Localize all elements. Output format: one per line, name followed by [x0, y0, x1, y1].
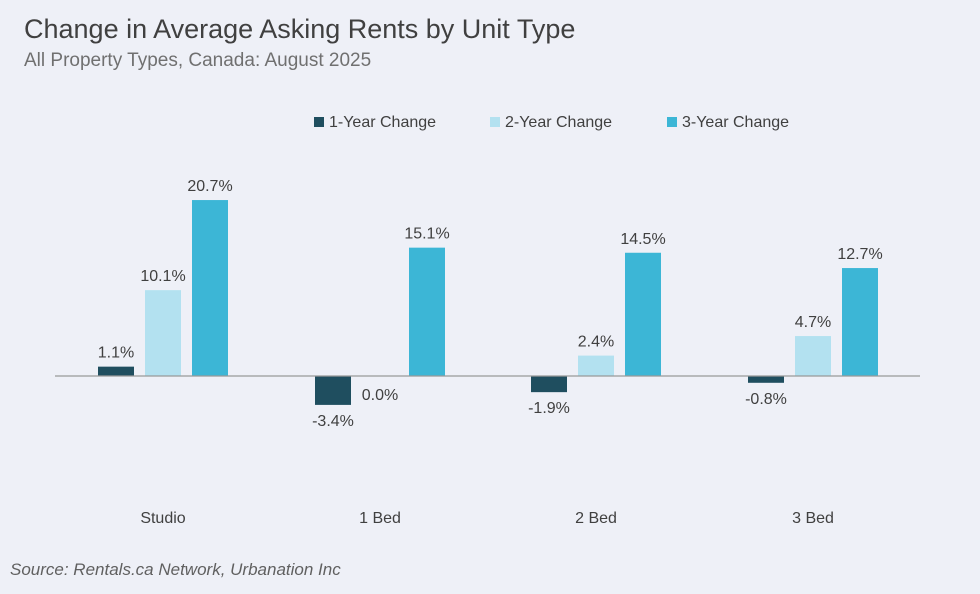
legend-label-2-year-change: 2-Year Change [505, 114, 612, 131]
data-label-1-bed-1-year-change: -3.4% [312, 413, 354, 430]
data-label-3-bed-1-year-change: -0.8% [745, 391, 787, 408]
bar-3-bed-1-year-change [748, 376, 784, 383]
source-note: Source: Rentals.ca Network, Urbanation I… [10, 560, 341, 579]
bar-1-bed-1-year-change [315, 376, 351, 405]
legend-swatch-1-year-change [314, 117, 324, 127]
bar-3-bed-2-year-change [795, 336, 831, 376]
data-label-3-bed-2-year-change: 4.7% [795, 314, 831, 331]
category-label-1-bed: 1 Bed [359, 510, 401, 527]
data-label-1-bed-2-year-change: 0.0% [362, 387, 398, 404]
chart-subtitle: All Property Types, Canada: August 2025 [24, 50, 372, 71]
legend-swatch-3-year-change [667, 117, 677, 127]
bar-1-bed-3-year-change [409, 247, 445, 376]
category-label-2-bed: 2 Bed [575, 510, 617, 527]
legend-label-3-year-change: 3-Year Change [682, 114, 789, 131]
bar-3-bed-3-year-change [842, 268, 878, 376]
data-label-2-bed-2-year-change: 2.4% [578, 334, 614, 351]
bar-2-bed-1-year-change [531, 376, 567, 393]
bar-studio-1-year-change [98, 366, 134, 376]
data-label-studio-2-year-change: 10.1% [140, 268, 185, 285]
bar-studio-3-year-change [192, 200, 228, 376]
category-labels: Studio 1 Bed 2 Bed 3 Bed [140, 510, 834, 527]
data-label-2-bed-3-year-change: 14.5% [620, 231, 665, 248]
chart-title: Change in Average Asking Rents by Unit T… [24, 14, 576, 44]
bar-studio-2-year-change [145, 290, 181, 376]
category-label-studio: Studio [140, 510, 185, 527]
legend-label-1-year-change: 1-Year Change [329, 114, 436, 131]
legend-swatch-2-year-change [490, 117, 500, 127]
category-label-3-bed: 3 Bed [792, 510, 834, 527]
data-label-studio-3-year-change: 20.7% [187, 178, 232, 195]
bars: 1.1% 10.1% 20.7% -3.4% 0.0% 15.1% -1.9% 2.4% 14.… [98, 178, 883, 430]
data-label-studio-1-year-change: 1.1% [98, 345, 134, 362]
bar-2-bed-3-year-change [625, 252, 661, 376]
bar-2-bed-2-year-change [578, 355, 614, 376]
data-label-3-bed-3-year-change: 12.7% [837, 246, 882, 263]
legend: 1-Year Change 2-Year Change 3-Year Change [314, 114, 789, 131]
data-label-1-bed-3-year-change: 15.1% [404, 226, 449, 243]
data-label-2-bed-1-year-change: -1.9% [528, 400, 570, 417]
